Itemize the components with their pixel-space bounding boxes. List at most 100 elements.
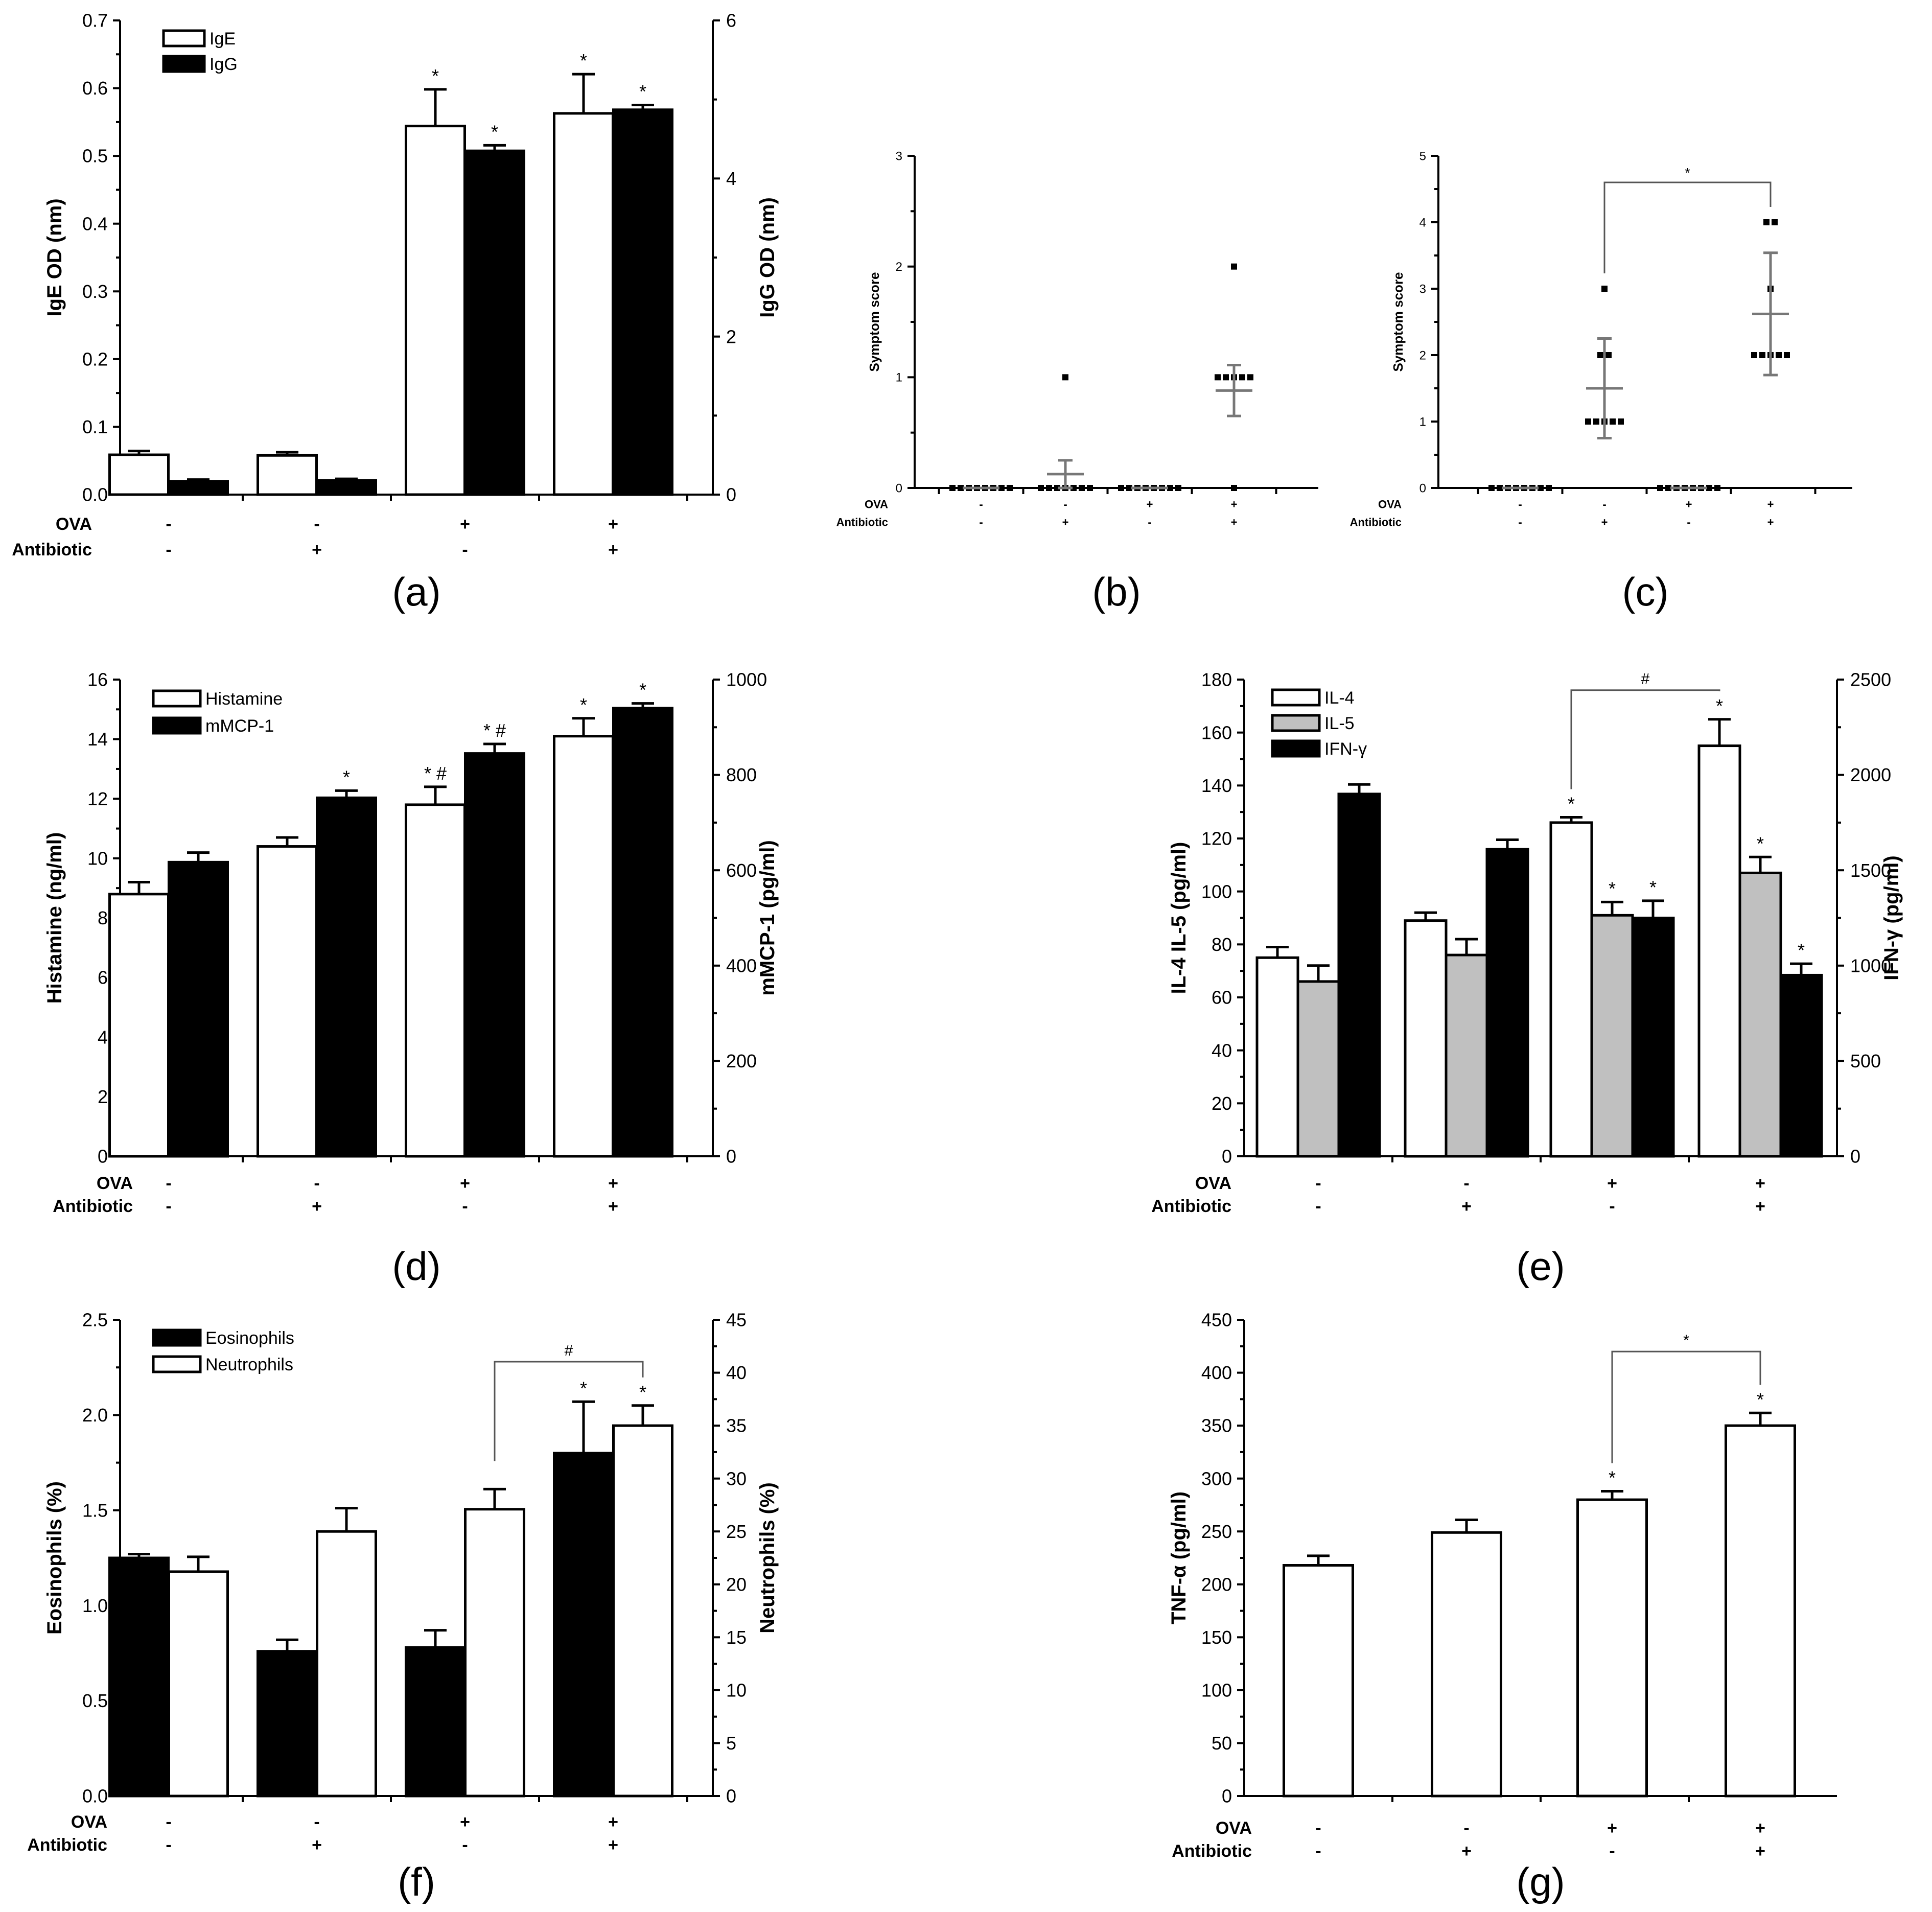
panel-d: 0 2 4 6 8 10 12 14 16 0 200 400 600 800 1000 Histamine … — [43, 669, 779, 1289]
bar-neutrophils — [316, 1530, 377, 1798]
y2-axis-title: IgG OD (nm) — [756, 197, 779, 318]
legend-swatch — [162, 29, 206, 48]
y2-tick-label: 4 — [726, 168, 736, 189]
ova-sign: + — [1767, 498, 1774, 511]
y-tick-label: 350 — [1201, 1415, 1232, 1436]
panel-label: (a) — [392, 569, 440, 614]
data-point — [1079, 485, 1085, 491]
bar-il-4 — [1697, 744, 1741, 1158]
antibiotic-row-label: Antibiotic — [27, 1835, 107, 1855]
y-tick-label: 2 — [1419, 348, 1426, 362]
antibiotic-sign: - — [166, 1197, 171, 1216]
panel-label: (f) — [398, 1859, 435, 1904]
ova-sign: + — [1755, 1818, 1765, 1838]
y-tick-label: 3 — [896, 149, 902, 163]
data-point — [1601, 286, 1608, 292]
antibiotic-sign: - — [1148, 516, 1151, 529]
panel-label: (g) — [1516, 1859, 1565, 1904]
data-point — [1776, 352, 1782, 358]
ova-sign: - — [314, 1174, 319, 1193]
bar-eosinophils — [108, 1556, 170, 1798]
ova-sign: - — [314, 515, 319, 534]
data-point — [1007, 485, 1013, 491]
antibiotic-sign: + — [1601, 516, 1608, 529]
significance-mark: * — [639, 1382, 646, 1403]
antibiotic-sign: + — [1767, 516, 1774, 529]
y2-tick-label: 500 — [1850, 1051, 1881, 1071]
data-point — [1215, 374, 1221, 381]
y-tick-label: 6 — [98, 967, 108, 988]
bracket-label: # — [565, 1342, 573, 1359]
bar-eosinophils — [405, 1646, 466, 1798]
legend-swatch — [152, 689, 202, 708]
bar-il-4 — [1549, 821, 1593, 1158]
data-point — [1751, 352, 1757, 358]
data-point — [1054, 485, 1060, 491]
y-tick-label: 450 — [1201, 1310, 1232, 1331]
panel-label: (b) — [1092, 569, 1140, 614]
y-tick-label: 0 — [896, 481, 902, 495]
bar-il-5 — [1738, 871, 1782, 1158]
antibiotic-sign: + — [312, 1197, 322, 1216]
y-axis-title: Symptom score — [867, 272, 882, 371]
data-point — [1784, 352, 1790, 358]
data-point — [1759, 352, 1765, 358]
significance-mark: * — [491, 121, 498, 142]
legend-label: Eosinophils — [205, 1328, 294, 1348]
y-tick-label: 0.5 — [82, 146, 108, 167]
ova-sign: + — [1147, 498, 1153, 511]
significance-bracket — [1603, 181, 1772, 273]
legend-label: IgE — [210, 29, 236, 49]
y-axis-title: IgE OD (nm) — [43, 198, 66, 316]
legend-label: Neutrophils — [205, 1355, 293, 1374]
ova-sign: - — [1315, 1818, 1321, 1838]
ova-sign: + — [608, 515, 618, 534]
y-tick-label: 16 — [87, 669, 108, 690]
bar-histamine — [405, 803, 466, 1158]
antibiotic-sign: - — [1609, 1841, 1615, 1861]
y-axis-title: Histamine (ng/ml) — [43, 832, 66, 1004]
legend-label: IL-4 — [1324, 688, 1355, 708]
antibiotic-row-label: Antibiotic — [1350, 516, 1402, 529]
y-tick-label: 100 — [1201, 881, 1232, 902]
ova-sign: - — [166, 1174, 171, 1193]
y-tick-label: 0.5 — [82, 1690, 108, 1711]
antibiotic-sign: + — [1461, 1841, 1472, 1861]
significance-mark: * — [639, 680, 646, 701]
antibiotic-sign: - — [1609, 1197, 1615, 1216]
ova-sign: - — [1463, 1174, 1469, 1193]
legend-swatch — [152, 1355, 202, 1373]
data-point — [1585, 418, 1591, 425]
y-axis-title: TNF-α (pg/ml) — [1168, 1491, 1190, 1624]
y-tick-label: 0.1 — [82, 416, 108, 437]
ova-row-label: OVA — [1195, 1174, 1231, 1193]
data-point — [1167, 485, 1173, 491]
y2-tick-label: 800 — [726, 764, 757, 785]
y-tick-label: 0.2 — [82, 348, 108, 369]
significance-bracket — [1570, 689, 1720, 789]
y2-tick-label: 6 — [726, 10, 736, 31]
y2-tick-label: 30 — [726, 1468, 747, 1489]
y2-tick-label: 15 — [726, 1627, 747, 1648]
data-point — [1657, 485, 1663, 491]
legend-swatch — [1271, 714, 1321, 732]
y2-tick-label: 35 — [726, 1415, 747, 1436]
data-point — [1087, 485, 1093, 491]
antibiotic-sign: + — [608, 540, 618, 559]
data-point — [1610, 418, 1616, 425]
y2-tick-label: 1000 — [1850, 955, 1891, 976]
y-tick-label: 0.7 — [82, 10, 108, 31]
y2-axis-title: IFN-γ (pg/ml) — [1880, 855, 1903, 980]
significance-mark: * — [1568, 794, 1575, 814]
bar-il-4 — [1404, 919, 1448, 1158]
ova-row-label: OVA — [1216, 1818, 1252, 1838]
y-tick-label: 0.3 — [82, 281, 108, 302]
bar-il-4 — [1255, 956, 1299, 1158]
y-tick-label: 8 — [98, 907, 108, 928]
y-tick-label: 0.0 — [82, 1786, 108, 1807]
y2-tick-label: 0 — [726, 1786, 736, 1807]
data-point — [1772, 219, 1778, 225]
antibiotic-sign: + — [312, 1835, 322, 1855]
y2-tick-label: 1000 — [726, 669, 767, 690]
panel-e: 0 20 40 60 80 100 120 140 160 180 0 500 1000 1500 2000… — [1151, 669, 1903, 1289]
